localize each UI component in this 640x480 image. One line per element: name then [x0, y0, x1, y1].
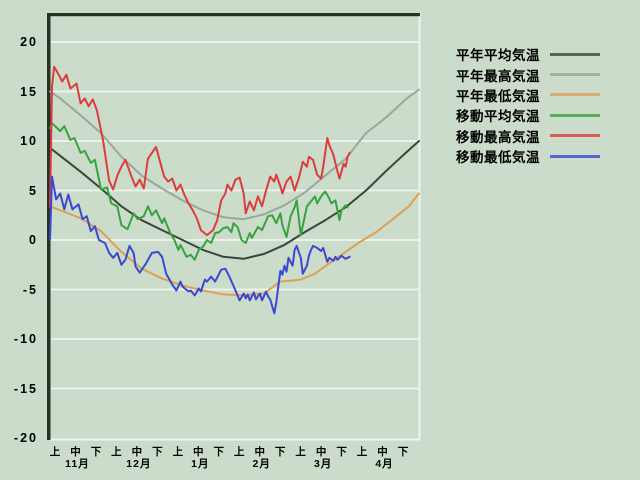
x-axis-jun-label: 下	[274, 446, 286, 458]
legend-line-swatch	[550, 52, 600, 56]
series-line-moving-avg	[49, 122, 349, 261]
y-axis-tick-label: 10	[20, 134, 38, 148]
y-axis-tick-label: 0	[29, 233, 38, 247]
x-axis-jun-label: 下	[336, 446, 347, 458]
legend-label: 平年平均気温	[456, 48, 540, 64]
legend-item-moving-min: 移動最低気温	[456, 146, 600, 166]
series-line-moving-max	[49, 65, 351, 237]
x-axis-month-label: 12月	[126, 458, 152, 470]
legend-item-normal-max: 平年最高気温	[456, 64, 600, 84]
legend-item-moving-avg: 移動平均気温	[456, 105, 600, 125]
plot-border-top	[47, 13, 420, 17]
x-axis-month-label: 2月	[252, 458, 271, 470]
legend: 平年平均気温 平年最高気温 平年最低気温 移動平均気温 移動最高気温 移動最低気温	[456, 44, 600, 166]
x-axis-jun-label: 上	[356, 446, 368, 458]
y-axis-tick-label: -20	[13, 431, 38, 445]
x-axis-jun-label: 中	[254, 446, 265, 458]
x-axis-month-label: 1月	[191, 458, 210, 470]
series-line-normal-avg	[49, 140, 420, 260]
x-axis-jun-label: 中	[131, 446, 143, 458]
x-axis-jun-label: 下	[152, 446, 163, 458]
legend-line-swatch	[550, 134, 600, 138]
x-axis-jun-label: 下	[213, 446, 225, 458]
legend-label: 移動最高気温	[456, 129, 540, 145]
legend-item-moving-max: 移動最高気温	[456, 126, 600, 146]
legend-label: 平年最高気温	[456, 68, 540, 84]
y-axis-tick-label: 20	[20, 35, 38, 49]
x-axis-jun-label: 中	[377, 446, 388, 458]
x-axis-month-label: 3月	[313, 458, 333, 470]
x-axis-jun-label: 下	[397, 446, 409, 458]
y-axis-tick-label: -15	[13, 381, 38, 396]
x-axis-jun-label: 上	[172, 446, 184, 458]
legend-line-swatch	[550, 93, 600, 97]
x-axis-jun-label: 上	[111, 446, 122, 458]
y-axis-tick-label: 5	[29, 183, 38, 198]
x-axis-jun-label: 中	[193, 446, 204, 458]
legend-item-normal-min: 平年最低気温	[456, 85, 600, 105]
legend-line-swatch	[550, 113, 600, 117]
y-axis-tick-label: -10	[13, 332, 38, 346]
plot-border-left	[47, 13, 51, 440]
x-axis-jun-label: 中	[315, 446, 327, 458]
legend-item-normal-avg: 平年平均気温	[456, 44, 600, 64]
series-line-moving-min	[49, 175, 351, 315]
legend-line-swatch	[550, 73, 600, 77]
legend-label: 平年最低気温	[456, 88, 540, 104]
x-axis-jun-label: 中	[70, 446, 81, 458]
x-axis-jun-label: 上	[49, 446, 61, 458]
x-axis-jun-label: 下	[90, 446, 102, 458]
y-axis-tick-label: 15	[20, 84, 38, 99]
y-axis-tick-label: -5	[22, 282, 38, 297]
legend-label: 移動平均気温	[456, 109, 540, 125]
x-axis-jun-label: 上	[295, 446, 306, 458]
legend-label: 移動最低気温	[456, 150, 540, 166]
legend-line-swatch	[550, 154, 600, 158]
x-axis-month-label: 11月	[65, 458, 90, 470]
x-axis-month-label: 4月	[375, 458, 394, 470]
x-axis-jun-label: 上	[233, 446, 245, 458]
series-line-normal-max	[49, 88, 420, 221]
